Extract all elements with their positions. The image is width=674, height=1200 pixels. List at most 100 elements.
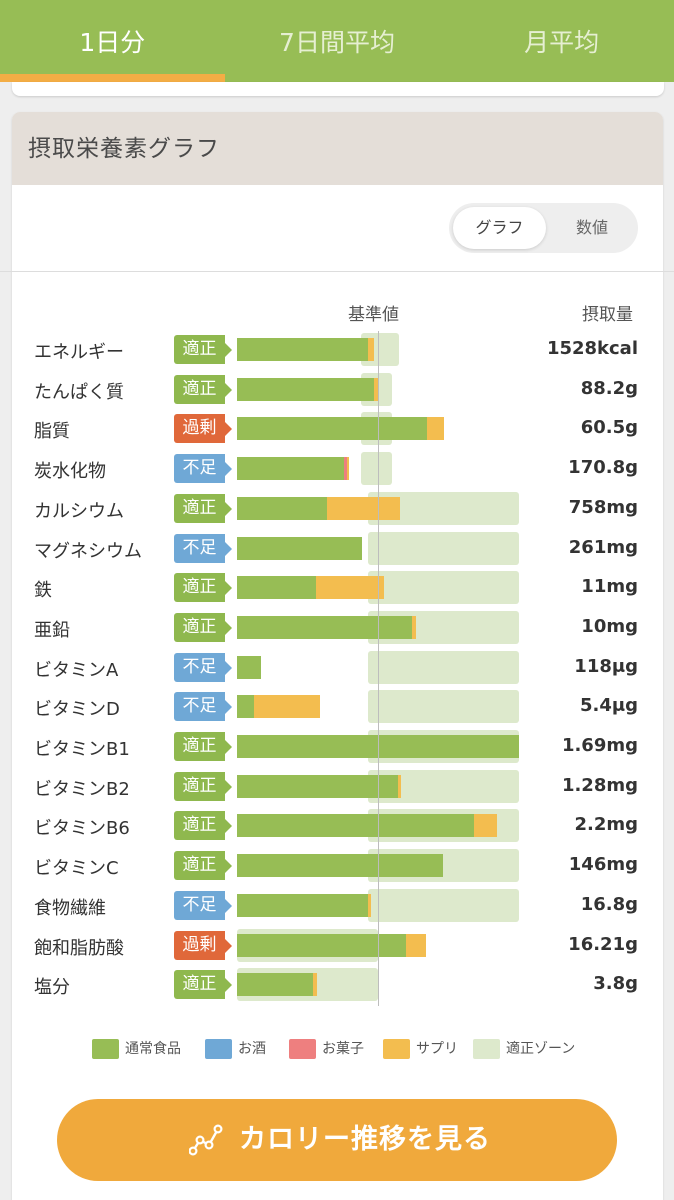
status-badge: 不足 bbox=[174, 533, 232, 563]
tab-one-day[interactable]: 1日分 bbox=[79, 28, 146, 57]
nutrient-row: 塩分 適正 3.8g bbox=[0, 966, 674, 1006]
nutrient-name: 飽和脂肪酸 bbox=[34, 937, 124, 959]
proper-zone-bar bbox=[361, 452, 392, 486]
intake-value: 261mg bbox=[568, 536, 638, 558]
normal-food-bar bbox=[237, 615, 412, 639]
section-divider bbox=[0, 271, 674, 272]
status-badge: 適正 bbox=[174, 612, 232, 642]
nutrient-row: 亜鉛 適正 10mg bbox=[0, 609, 674, 649]
card-title: 摂取栄養素グラフ bbox=[12, 112, 663, 185]
supplement-bar bbox=[347, 457, 349, 481]
legend-swatch bbox=[473, 1039, 500, 1059]
proper-zone-bar bbox=[368, 571, 519, 605]
supplement-bar bbox=[406, 933, 426, 957]
status-badge: 適正 bbox=[174, 573, 232, 603]
status-badge: 不足 bbox=[174, 652, 232, 682]
nutrient-row: たんぱく質 適正 88.2g bbox=[0, 371, 674, 411]
legend-label: 適正ゾーン bbox=[506, 1041, 576, 1057]
status-badge: 過剰 bbox=[174, 930, 232, 960]
proper-zone-bar bbox=[368, 531, 519, 565]
previous-card-edge bbox=[12, 82, 664, 96]
legend-label: お菓子 bbox=[322, 1041, 364, 1057]
nutrient-name: 食物繊維 bbox=[34, 897, 106, 919]
intake-value: 1.69mg bbox=[561, 735, 638, 756]
intake-value: 16.21g bbox=[568, 933, 638, 955]
nutrient-name: マグネシウム bbox=[34, 540, 142, 562]
nutrient-row: 炭水化物 不足 170.8g bbox=[0, 450, 674, 490]
nutrient-name: たんぱく質 bbox=[34, 381, 124, 403]
supplement-bar bbox=[474, 814, 497, 838]
intake-value: 10mg bbox=[581, 615, 638, 637]
nutrient-row: マグネシウム 不足 261mg bbox=[0, 530, 674, 570]
nutrient-graph-card: 摂取栄養素グラフ グラフ 数値 bbox=[12, 112, 663, 1200]
tab-monthly-average[interactable]: 月平均 bbox=[524, 28, 600, 57]
nutrient-name: ビタミンB1 bbox=[34, 739, 130, 760]
snacks-bar bbox=[344, 457, 347, 481]
nutrient-row: ビタミンB2 適正 1.28mg bbox=[0, 768, 674, 808]
legend-swatch bbox=[92, 1039, 119, 1059]
legend-label: お酒 bbox=[238, 1041, 266, 1057]
reference-column-header: 基準値 bbox=[348, 305, 399, 325]
nutrient-name: ビタミンB6 bbox=[34, 818, 130, 840]
status-badge: 適正 bbox=[174, 374, 232, 404]
active-tab-indicator bbox=[0, 74, 225, 82]
status-badge: 不足 bbox=[174, 890, 232, 920]
supplement-bar bbox=[368, 893, 371, 917]
normal-food-bar bbox=[237, 576, 316, 600]
normal-food-bar bbox=[237, 893, 368, 917]
status-badge: 適正 bbox=[174, 851, 232, 881]
nutrient-row: ビタミンB6 適正 2.2mg bbox=[0, 807, 674, 847]
nutrient-name: 塩分 bbox=[34, 977, 70, 999]
normal-food-bar bbox=[237, 536, 362, 560]
legend-swatch bbox=[383, 1039, 410, 1059]
nutrient-name: 鉄 bbox=[34, 580, 52, 602]
view-toggle: グラフ 数値 bbox=[449, 203, 638, 253]
nutrient-row: 食物繊維 不足 16.8g bbox=[0, 887, 674, 927]
nutrient-row: 飽和脂肪酸 過剰 16.21g bbox=[0, 927, 674, 967]
nutrient-name: ビタミンB2 bbox=[34, 778, 130, 800]
nutrient-row: ビタミンC 適正 146mg bbox=[0, 847, 674, 887]
proper-zone-bar bbox=[368, 690, 519, 724]
toggle-graph-button[interactable]: グラフ bbox=[453, 207, 546, 249]
intake-value: 146mg bbox=[568, 854, 638, 876]
supplement-bar bbox=[412, 615, 416, 639]
reference-line bbox=[378, 331, 379, 1006]
calorie-trend-button[interactable]: カロリー推移を見る bbox=[57, 1099, 617, 1181]
period-tabbar: 1日分 7日間平均 月平均 bbox=[0, 0, 674, 82]
normal-food-bar bbox=[237, 973, 313, 997]
intake-value: 1528kcal bbox=[546, 338, 638, 359]
nutrient-name: カルシウム bbox=[34, 500, 124, 522]
legend-label: サプリ bbox=[416, 1041, 458, 1057]
line-chart-icon bbox=[189, 1124, 223, 1156]
supplement-bar bbox=[313, 973, 317, 997]
normal-food-bar bbox=[237, 854, 443, 878]
nutrient-row: カルシウム 適正 758mg bbox=[0, 490, 674, 530]
intake-value: 2.2mg bbox=[574, 814, 638, 836]
normal-food-bar bbox=[237, 417, 427, 441]
intake-value: 170.8g bbox=[568, 457, 638, 479]
chart-legend: 通常食品 お酒 お菓子 サプリ 適正ゾーン bbox=[0, 1037, 674, 1061]
nutrient-name: ビタミンD bbox=[34, 699, 120, 721]
status-badge: 適正 bbox=[174, 811, 232, 841]
normal-food-bar bbox=[237, 338, 368, 361]
nutrient-name: 炭水化物 bbox=[34, 461, 106, 483]
toggle-numeric-button[interactable]: 数値 bbox=[575, 218, 608, 237]
nutrient-name: 亜鉛 bbox=[34, 619, 70, 641]
normal-food-bar bbox=[237, 655, 261, 679]
status-badge: 適正 bbox=[174, 970, 232, 1000]
proper-zone-bar bbox=[368, 888, 519, 922]
normal-food-bar bbox=[237, 377, 374, 401]
nutrient-row: ビタミンB1 適正 1.69mg bbox=[0, 728, 674, 768]
tab-seven-day-average[interactable]: 7日間平均 bbox=[279, 28, 395, 57]
supplement-bar bbox=[427, 417, 444, 441]
nutrient-row: ビタミンD 不足 5.4μg bbox=[0, 688, 674, 728]
status-badge: 適正 bbox=[174, 771, 232, 801]
normal-food-bar bbox=[237, 933, 406, 957]
intake-value: 1.28mg bbox=[561, 774, 638, 796]
intake-value: 11mg bbox=[581, 576, 638, 598]
proper-zone-bar bbox=[368, 650, 519, 684]
status-badge: 適正 bbox=[174, 335, 232, 364]
intake-value: 5.4μg bbox=[579, 695, 638, 717]
status-badge: 不足 bbox=[174, 454, 232, 484]
nutrient-row: 脂質 過剰 60.5g bbox=[0, 410, 674, 450]
